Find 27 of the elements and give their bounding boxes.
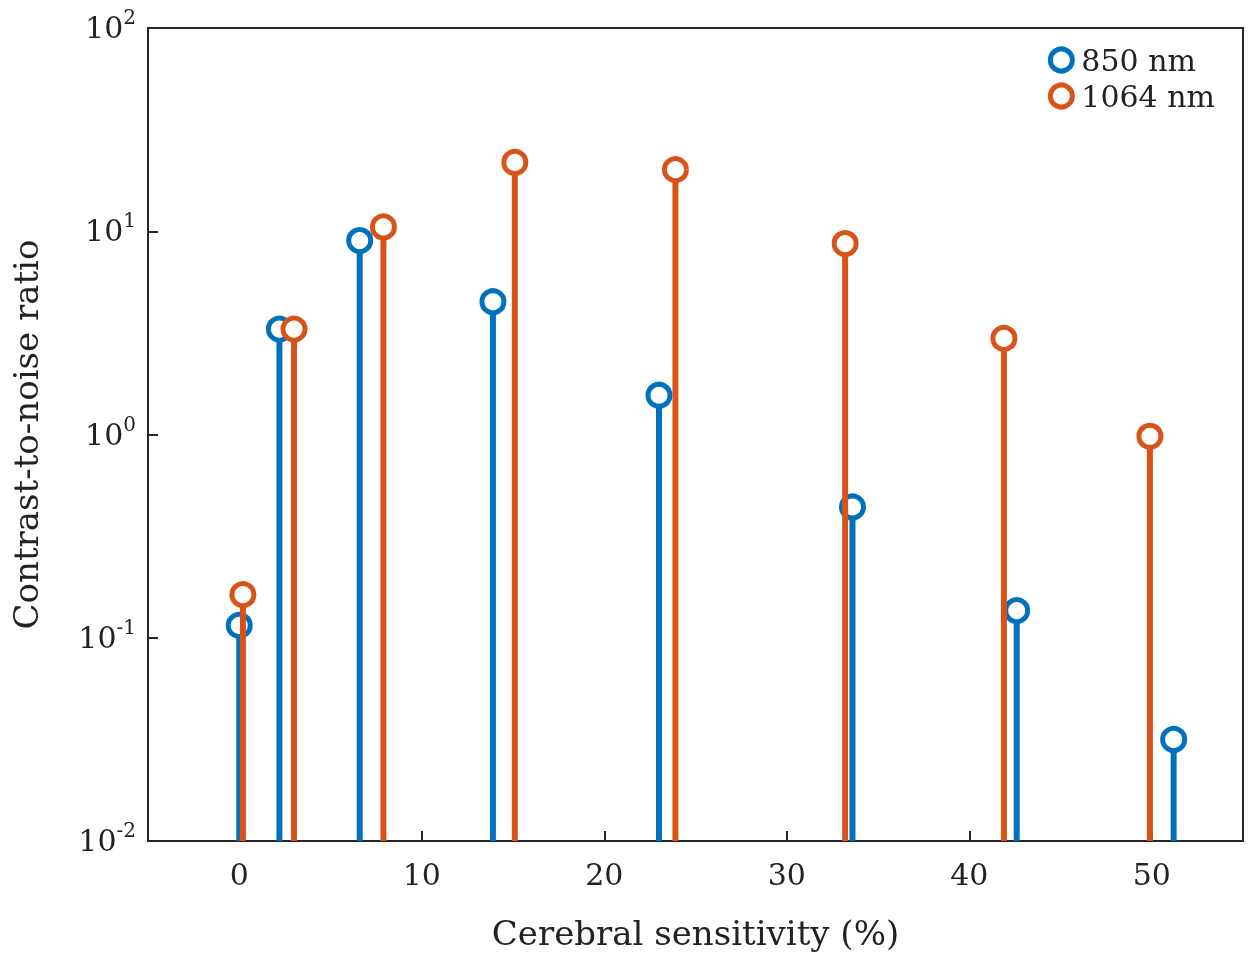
point: [346, 227, 374, 255]
point: [990, 324, 1018, 352]
y-axis-title: Contrast-to-noise ratio: [6, 239, 46, 630]
y-tick-label: 10$^{0}$: [85, 411, 136, 452]
point: [1160, 725, 1188, 753]
point: [229, 581, 257, 609]
x-tick-label: 0: [229, 856, 249, 892]
x-axis-title: Cerebral sensitivity (%): [491, 913, 900, 953]
x-tick-label: 10: [402, 856, 441, 892]
point: [369, 213, 397, 241]
legend-label: 850 nm: [1081, 42, 1196, 78]
point: [280, 315, 308, 343]
y-tick-label: 10$^{2}$: [85, 5, 136, 45]
point: [645, 381, 673, 409]
x-tick-label: 40: [950, 856, 989, 892]
x-tick-label: 20: [585, 856, 624, 892]
y-tick-label: 10$^{1}$: [85, 208, 136, 249]
point: [479, 288, 507, 316]
x-tick-label: 30: [767, 856, 806, 892]
point: [831, 230, 859, 258]
point: [1136, 422, 1164, 450]
x-tick-label: 50: [1132, 856, 1171, 892]
y-tick-label: 10$^{-1}$: [78, 614, 136, 655]
point: [501, 148, 529, 176]
legend-label: 1064 nm: [1081, 78, 1215, 114]
y-tick-label: 10$^{-2}$: [78, 818, 136, 858]
point: [661, 156, 689, 184]
